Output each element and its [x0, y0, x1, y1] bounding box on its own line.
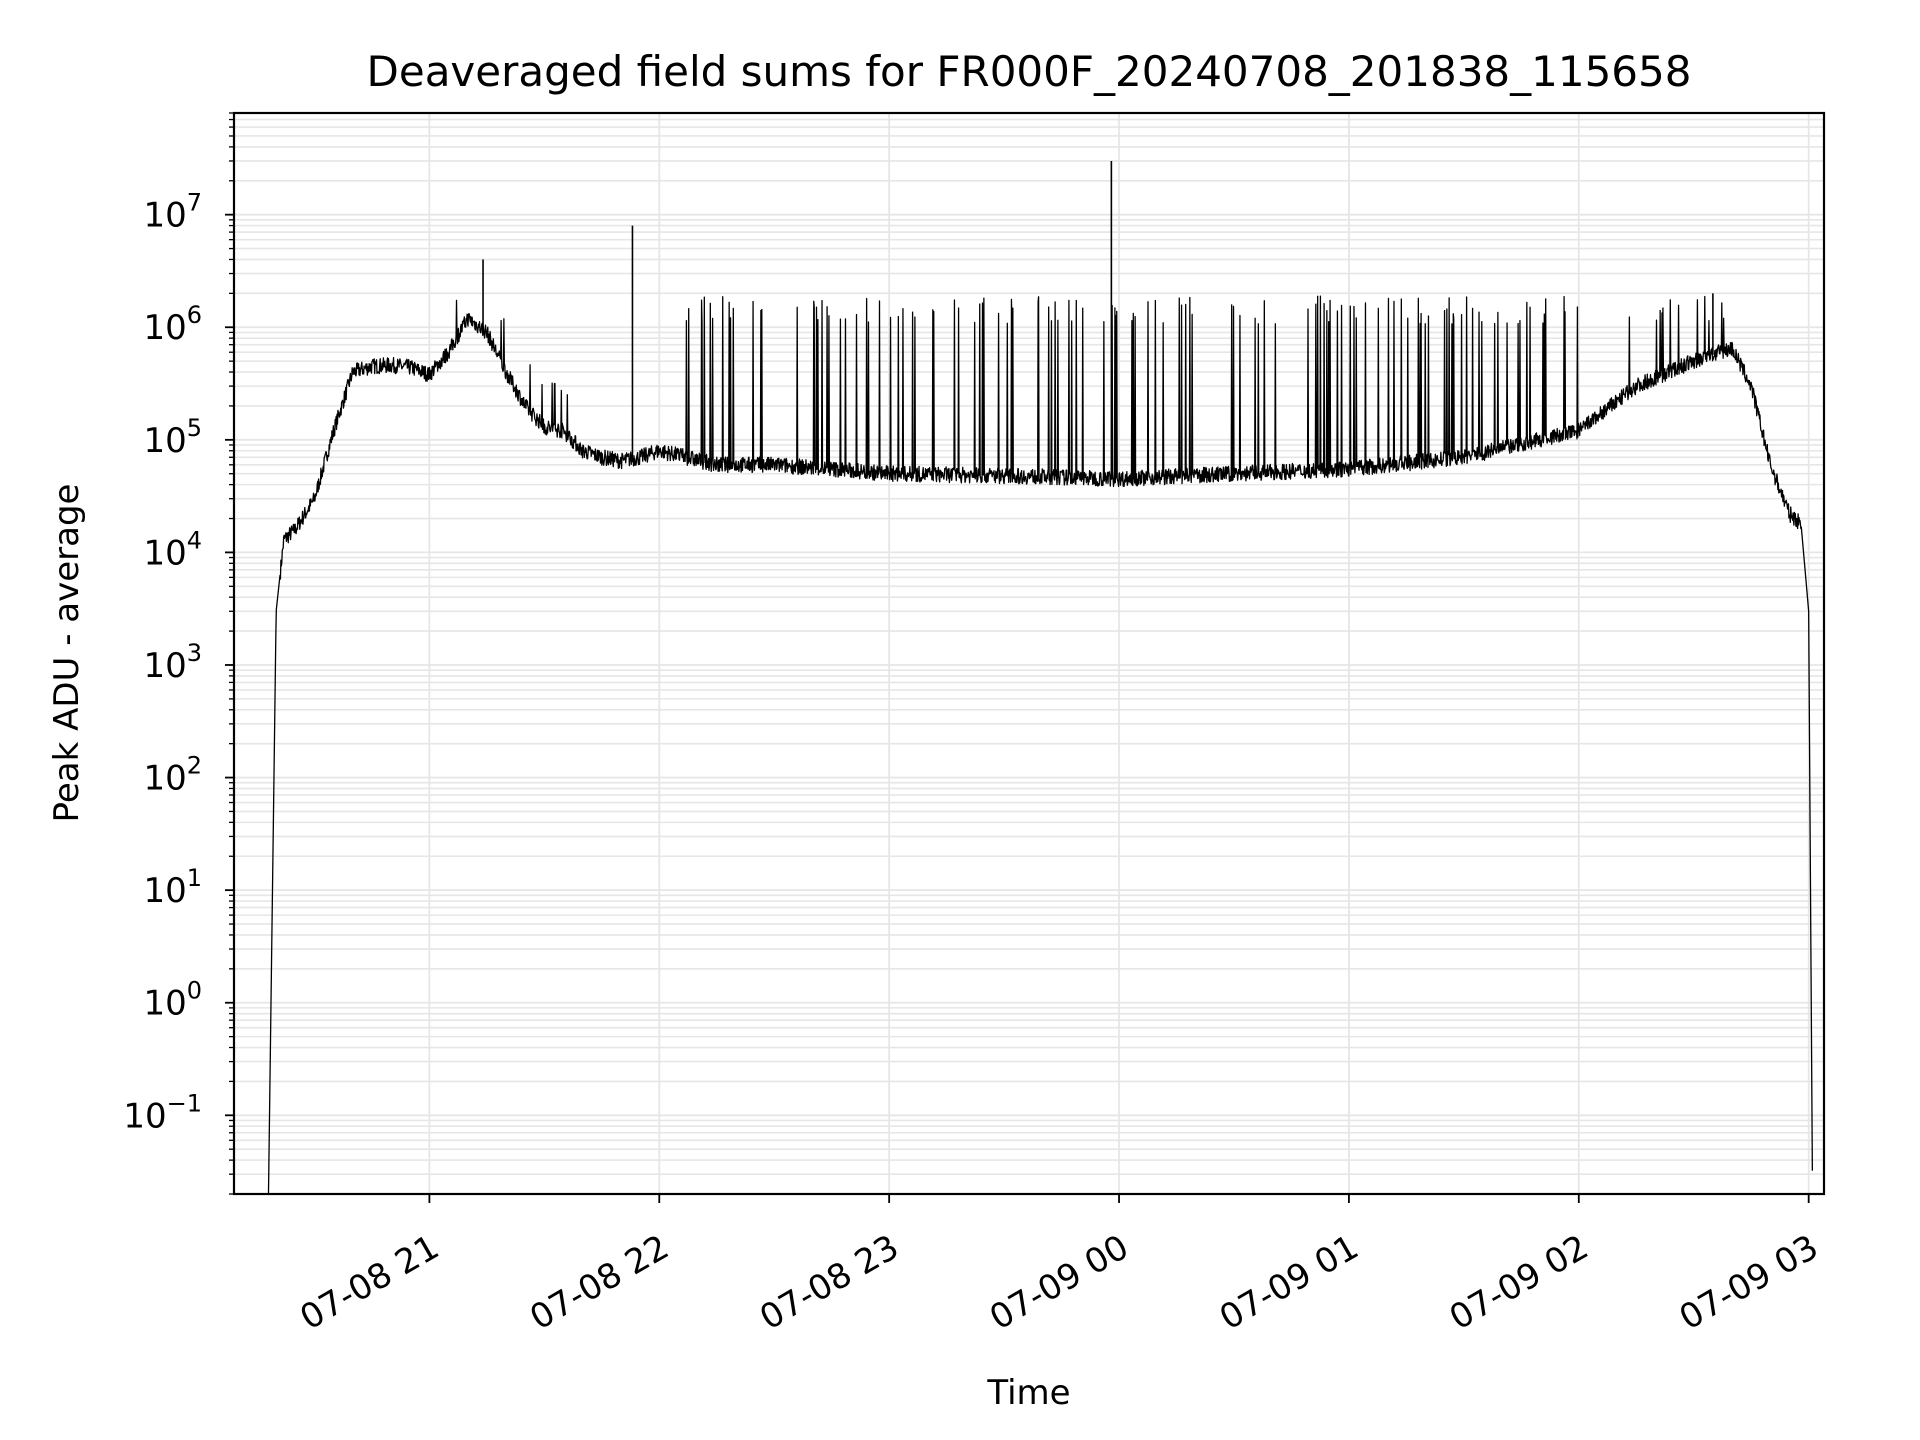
y-tick-label: 105: [143, 414, 202, 461]
plot-frame: [232, 111, 1826, 1196]
y-tick-label: 101: [143, 864, 202, 911]
y-axis-label: Peak ADU - average: [47, 484, 87, 823]
x-axis-label: Time: [986, 1373, 1070, 1413]
y-tick-label: 104: [143, 526, 202, 573]
series-line: [267, 295, 1813, 1195]
series-layer: [267, 160, 1813, 1195]
y-tick-label: 10−1: [123, 1089, 202, 1136]
y-tick-label: 106: [143, 301, 202, 348]
y-tick-label: 107: [143, 189, 202, 236]
y-tick-label: 103: [143, 639, 202, 686]
chart-title: Deaveraged field sums for FR000F_2024070…: [367, 47, 1692, 96]
y-axis: 10−1 100 101 102 103 104 105 106 107: [123, 112, 234, 1195]
y-tick-label: 100: [143, 977, 202, 1024]
y-tick-label: 102: [143, 752, 202, 799]
